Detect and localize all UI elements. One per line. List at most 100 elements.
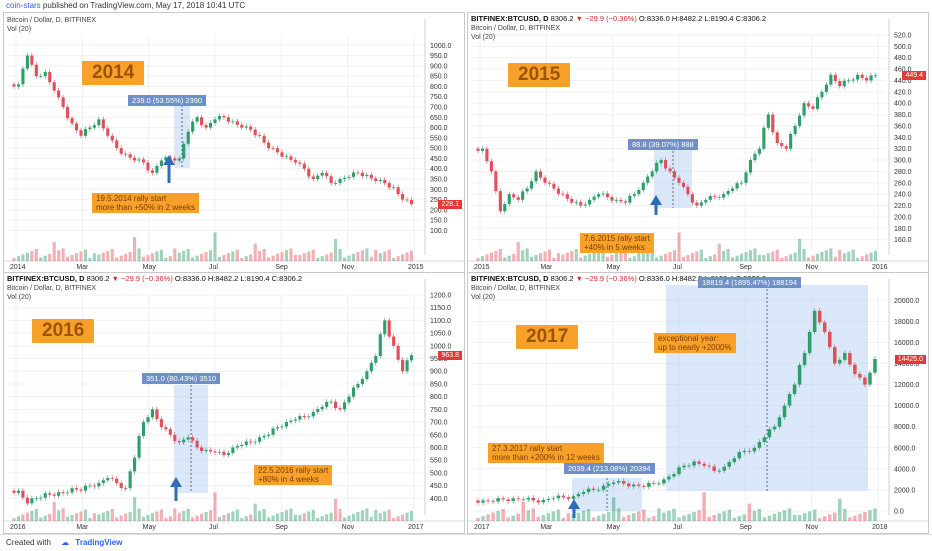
volume-bar bbox=[511, 515, 515, 521]
x-tick-label: Sep bbox=[275, 264, 288, 271]
candle bbox=[614, 199, 619, 201]
candle bbox=[596, 489, 601, 491]
candle bbox=[687, 465, 691, 467]
candle bbox=[325, 401, 329, 407]
candle bbox=[66, 492, 70, 494]
candle bbox=[267, 142, 271, 149]
candle bbox=[501, 498, 505, 500]
volume-bar bbox=[735, 255, 739, 261]
volume-bar bbox=[485, 254, 489, 261]
candle bbox=[213, 119, 217, 124]
volume-bar bbox=[311, 249, 315, 261]
volume-bar bbox=[155, 511, 159, 521]
candle bbox=[177, 441, 181, 443]
volume-bar bbox=[240, 258, 244, 261]
candle bbox=[699, 202, 703, 206]
volume-bar bbox=[775, 249, 779, 261]
candle bbox=[858, 374, 862, 378]
candle bbox=[146, 162, 150, 171]
volume-bar bbox=[360, 510, 364, 521]
chart-panel-2015[interactable]: 160.0 180.0 200.0 220.0 240.0 260.0 280.0 300.0… bbox=[467, 12, 929, 274]
candle bbox=[231, 447, 235, 454]
volume-bar bbox=[280, 512, 284, 521]
candle bbox=[775, 132, 779, 143]
y-tick-label: 520.0 bbox=[894, 33, 912, 40]
measure-region bbox=[666, 285, 868, 491]
volume-bar bbox=[369, 516, 373, 521]
candle bbox=[807, 331, 812, 353]
candle bbox=[204, 450, 208, 452]
volume-bar bbox=[293, 254, 297, 261]
volume-bar bbox=[611, 497, 616, 521]
year-label: 2017 bbox=[516, 325, 579, 349]
volume-bar bbox=[267, 517, 271, 521]
volume-bar bbox=[316, 518, 320, 521]
volume-bar bbox=[159, 509, 163, 521]
candle bbox=[486, 500, 490, 502]
volume-bar bbox=[848, 517, 852, 521]
volume-bar bbox=[405, 512, 409, 521]
volume-bar bbox=[70, 515, 74, 521]
candle bbox=[159, 160, 163, 167]
candle bbox=[267, 434, 271, 436]
volume-bar bbox=[119, 255, 123, 261]
volume-bar bbox=[186, 249, 190, 261]
candle bbox=[601, 485, 606, 490]
volume-bar bbox=[351, 253, 356, 261]
volume-bar bbox=[124, 513, 128, 521]
y-tick-label: 340.0 bbox=[894, 135, 912, 142]
candle bbox=[717, 470, 721, 472]
x-tick-label: Sep bbox=[739, 264, 752, 271]
volume-bar bbox=[646, 250, 650, 261]
volume-bar bbox=[275, 513, 280, 521]
chart-panel-2016[interactable]: 400.0 450.0 500.0 550.0 600.0 650.0 700.0 750.0… bbox=[3, 272, 465, 534]
chart-panel-2014[interactable]: 100.0150.0200.0250.0300.0350.0400.0450.0… bbox=[3, 12, 465, 274]
volume-bar bbox=[672, 509, 676, 521]
chart-panel-2017[interactable]: 0.0 2000.0 4000.0 6000.0 8000.0 10000.0 12000.… bbox=[467, 272, 929, 534]
volume-bar bbox=[12, 258, 16, 261]
volume-bar bbox=[48, 253, 52, 261]
chart-header: BITFINEX:BTCUSD, D 8306.2 ▼ −29.9 (−0.36… bbox=[471, 14, 766, 23]
volume-bar bbox=[628, 258, 632, 261]
x-tick-label: 2015 bbox=[474, 264, 490, 271]
candle bbox=[293, 159, 297, 163]
volume-bar bbox=[868, 510, 872, 521]
candle bbox=[777, 417, 782, 427]
candle bbox=[646, 176, 650, 183]
candle bbox=[494, 171, 498, 192]
candle bbox=[383, 320, 387, 335]
tradingview-logo[interactable]: TradingView bbox=[75, 538, 123, 547]
candle bbox=[316, 175, 320, 179]
volume-bar bbox=[551, 511, 556, 521]
candle bbox=[159, 419, 163, 428]
candle bbox=[401, 194, 405, 200]
candle bbox=[752, 447, 757, 452]
candle bbox=[177, 158, 181, 161]
candle bbox=[88, 485, 92, 487]
candle bbox=[43, 493, 47, 498]
author-link[interactable]: coin-stars bbox=[6, 1, 41, 10]
candle bbox=[592, 196, 596, 200]
volume-bar bbox=[789, 254, 793, 261]
volume-bar bbox=[829, 248, 833, 261]
candle bbox=[262, 135, 266, 143]
volume-bar bbox=[838, 498, 842, 521]
y-tick-label: 400.0 bbox=[430, 166, 448, 173]
volume-bar bbox=[610, 255, 614, 261]
note-line: 19.5.2014 rally start bbox=[96, 194, 167, 203]
volume-bar bbox=[820, 252, 824, 261]
candle bbox=[280, 152, 284, 157]
candle bbox=[551, 498, 556, 500]
volume-bar bbox=[231, 511, 235, 521]
volume-bar bbox=[659, 255, 663, 261]
last-price-tag: 228.1 bbox=[438, 200, 462, 210]
candle bbox=[401, 359, 405, 372]
volume-bar bbox=[88, 518, 92, 521]
measure-label: 239.0 (53.55%) 2390 bbox=[128, 95, 207, 106]
candle bbox=[664, 160, 668, 169]
volume-bar bbox=[556, 509, 561, 521]
volume-bar bbox=[195, 515, 199, 521]
volume-bar bbox=[762, 255, 766, 261]
candle bbox=[722, 466, 726, 471]
candle bbox=[632, 194, 636, 196]
